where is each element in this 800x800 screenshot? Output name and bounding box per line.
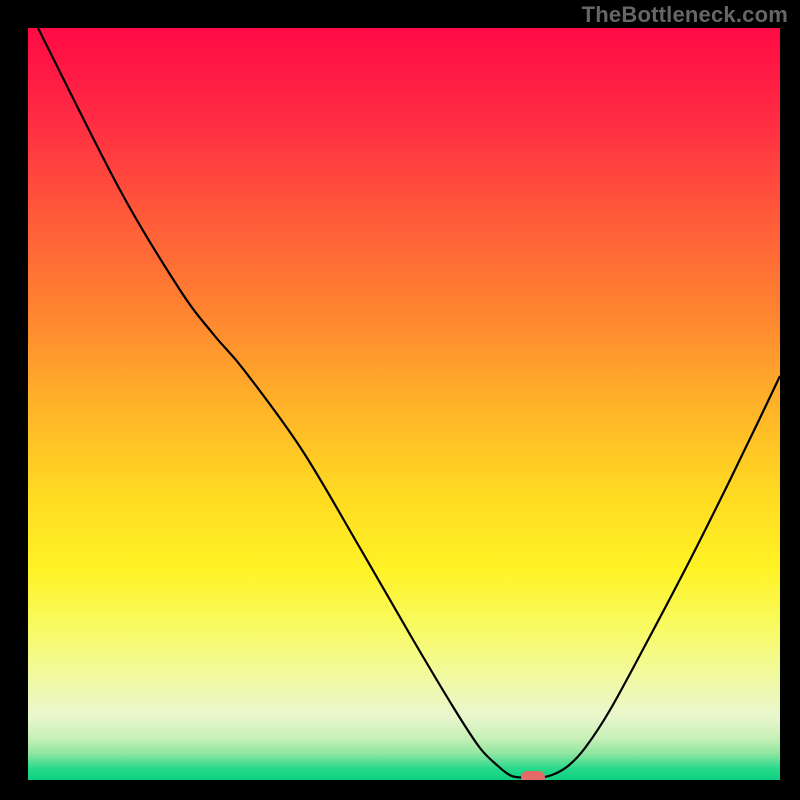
watermark-text: TheBottleneck.com	[582, 2, 788, 28]
chart-container: TheBottleneck.com	[0, 0, 800, 800]
plot-background	[28, 28, 780, 780]
optimal-marker	[521, 771, 545, 784]
bottleneck-chart	[0, 0, 800, 800]
